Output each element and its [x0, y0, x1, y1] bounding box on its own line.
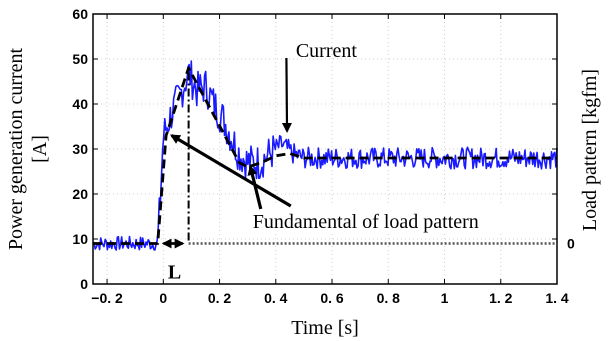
y-tick-label: 40: [72, 96, 88, 112]
y-tick-label: 10: [72, 231, 88, 247]
y-tick-label: 20: [72, 186, 88, 202]
annotation-fundamental-bg: [225, 206, 506, 232]
x-tick-label: 0. 4: [264, 290, 288, 306]
series-fundamental-of-load-pattern: [93, 66, 557, 245]
y-tick-label: 30: [72, 141, 88, 157]
annotation-fundamental-arrow-2: [247, 165, 263, 210]
x-tick-label: 0. 6: [320, 290, 344, 306]
x-axis-label: Time [s]: [291, 317, 359, 339]
annotation-current: Current: [296, 40, 358, 62]
x-tick-label: 1: [441, 290, 449, 306]
x-tick-label: −0. 2: [91, 290, 123, 306]
y-tick-label: 60: [72, 6, 88, 22]
x-tick-label: 0. 8: [377, 290, 401, 306]
y-axis-label-line1: Power generation current: [5, 47, 27, 250]
series-layer: [92, 60, 558, 251]
ticks: −0. 2 0 0. 2 0. 4 0. 6 0. 8 1 1. 2 1. 4010203040…: [72, 6, 575, 306]
x-tick-label: 0. 2: [208, 290, 232, 306]
x-tick-label: 1. 4: [545, 290, 569, 306]
series-current: [92, 60, 558, 251]
annotation-current-arrow: [281, 57, 292, 133]
y-axis-label-line2: [A]: [29, 135, 51, 163]
y-tick-label: 0: [80, 276, 88, 292]
right-axis-label: Load pattern [kgfm]: [579, 69, 601, 231]
annotation-fundamental: Fundamental of load pattern: [253, 211, 479, 233]
right-axis-tick-label: 0: [567, 236, 575, 252]
x-tick-label: 1. 2: [489, 290, 513, 306]
x-tick-label: 0: [159, 290, 167, 306]
y-tick-label: 50: [72, 51, 88, 67]
annotations: Current Fundamental of load pattern L: [161, 40, 506, 284]
annotation-L: L: [168, 262, 181, 284]
annotation-fundamental-arrow-1: [170, 134, 292, 208]
